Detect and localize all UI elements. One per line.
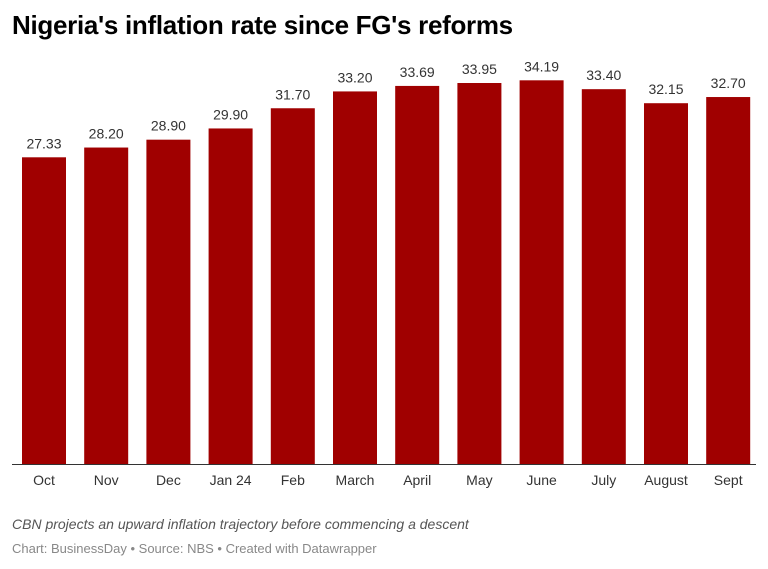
value-label: 32.70 bbox=[711, 75, 746, 91]
bar-sept bbox=[706, 97, 751, 465]
x-tick-label: Oct bbox=[33, 472, 55, 488]
bar-march bbox=[333, 91, 377, 464]
x-tick-label: March bbox=[336, 472, 375, 488]
x-tick-label: Feb bbox=[281, 472, 305, 488]
bar-may bbox=[457, 83, 502, 464]
bar-feb bbox=[270, 108, 315, 464]
chart-note: CBN projects an upward inflation traject… bbox=[12, 516, 469, 532]
value-label: 33.20 bbox=[337, 69, 372, 85]
value-label: 28.20 bbox=[89, 126, 124, 142]
bar-july bbox=[581, 89, 626, 464]
bar-oct bbox=[22, 157, 66, 464]
value-label: 33.69 bbox=[400, 64, 435, 80]
bar-nov bbox=[84, 147, 129, 465]
bar-august bbox=[644, 103, 688, 464]
x-tick-label: August bbox=[644, 472, 688, 488]
value-label: 33.95 bbox=[462, 61, 497, 77]
x-tick-label: April bbox=[403, 472, 431, 488]
x-tick-label: Nov bbox=[94, 472, 119, 488]
bar-chart: 27.33 Oct 28.20 Nov 28.90 Dec 29.90 Jan 24 31.70… bbox=[12, 58, 756, 488]
chart-credit: Chart: BusinessDay • Source: NBS • Creat… bbox=[12, 541, 377, 556]
bar-april bbox=[395, 85, 440, 464]
bar-jan-24 bbox=[208, 128, 253, 464]
chart-title: Nigeria's inflation rate since FG's refo… bbox=[12, 10, 513, 40]
value-label: 27.33 bbox=[26, 135, 61, 151]
value-label: 28.90 bbox=[151, 118, 186, 134]
x-tick-label: Dec bbox=[156, 472, 181, 488]
x-tick-label: Jan 24 bbox=[210, 472, 252, 488]
x-tick-label: July bbox=[591, 472, 616, 488]
value-label: 32.15 bbox=[648, 81, 683, 97]
bar-dec bbox=[146, 139, 191, 464]
x-tick-label: Sept bbox=[714, 472, 743, 488]
value-label: 29.90 bbox=[213, 106, 248, 122]
x-tick-label: May bbox=[466, 472, 492, 488]
bar-june bbox=[519, 80, 564, 464]
x-tick-label: June bbox=[526, 472, 557, 488]
value-label: 33.40 bbox=[586, 67, 621, 83]
bars-group: 27.33 Oct 28.20 Nov 28.90 Dec 29.90 Jan 24 31.70… bbox=[22, 58, 751, 488]
value-label: 34.19 bbox=[524, 58, 559, 74]
value-label: 31.70 bbox=[275, 86, 310, 102]
